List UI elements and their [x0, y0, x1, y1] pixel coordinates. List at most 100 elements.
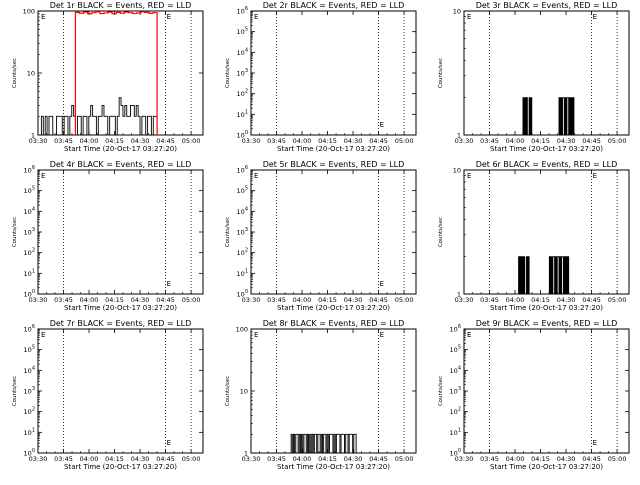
- y-tick-label: 10: [453, 167, 461, 175]
- y-tick-label: 105: [24, 186, 35, 196]
- x-tick-label: 04:30: [557, 137, 576, 145]
- y-tick-exponent: 0: [245, 130, 248, 136]
- x-tick-label: 04:00: [80, 455, 99, 463]
- x-tick-label: 05:00: [182, 137, 201, 145]
- x-tick-label: 03:45: [267, 455, 286, 463]
- plot-frame: [250, 328, 417, 454]
- y-tick-exponent: 3: [245, 227, 248, 233]
- y-tick-exponent: 3: [458, 386, 461, 392]
- chart-panel-3: Det 3r BLACK = Events, RED = LLD 03:30 03:…: [438, 1, 630, 153]
- x-tick-label: 04:15: [318, 296, 337, 304]
- plot-frame: [463, 10, 630, 136]
- x-tick-label: 04:30: [557, 296, 576, 304]
- x-tick-label: 03:45: [267, 296, 286, 304]
- y-tick-label: 104: [237, 47, 248, 57]
- series-events-line: [271, 433, 371, 454]
- y-tick-label: 106: [237, 6, 248, 16]
- y-tick-label: 100: [450, 448, 461, 458]
- y-tick-label: 100: [24, 448, 35, 458]
- x-axis-label: Start Time (20-Oct-17 03:27:20): [490, 145, 603, 153]
- x-tick-label: 04:45: [156, 137, 175, 145]
- x-tick-label: 04:15: [318, 137, 337, 145]
- x-tick-label: 04:00: [506, 455, 525, 463]
- chart-title: Det 7r BLACK = Events, RED = LLD: [50, 319, 192, 328]
- y-tick-label: 1: [244, 450, 248, 458]
- x-axis-label: Start Time (20-Oct-17 03:27:20): [277, 463, 390, 471]
- series-events-line: [40, 97, 158, 136]
- x-tick-label: 03:45: [480, 296, 499, 304]
- x-tick-label: 05:00: [182, 455, 201, 463]
- y-tick-label: 101: [237, 109, 248, 119]
- chart-title: Det 8r BLACK = Events, RED = LLD: [263, 319, 405, 328]
- x-tick-label: 04:00: [80, 296, 99, 304]
- y-axis-label: Counts/sec: [438, 376, 444, 406]
- y-tick-exponent: 1: [32, 427, 35, 433]
- x-tick-label: 05:00: [608, 137, 627, 145]
- event-marker-glyph: E: [380, 331, 384, 339]
- x-tick-label: 05:00: [608, 296, 627, 304]
- y-tick-exponent: 2: [245, 89, 248, 95]
- y-tick-label: 101: [237, 268, 248, 278]
- event-marker-glyph: E: [167, 439, 171, 447]
- y-tick-exponent: 4: [458, 365, 461, 371]
- y-tick-label: 102: [237, 248, 248, 258]
- y-tick-exponent: 4: [32, 365, 35, 371]
- x-tick-label: 04:30: [131, 455, 150, 463]
- y-tick-exponent: 2: [32, 407, 35, 413]
- y-tick-label: 101: [24, 268, 35, 278]
- x-tick-label: 04:45: [369, 455, 388, 463]
- chart-panel-7: Det 7r BLACK = Events, RED = LLD 03:30 03:…: [12, 319, 204, 471]
- chart-title: Det 5r BLACK = Events, RED = LLD: [263, 160, 405, 169]
- y-tick-exponent: 3: [32, 386, 35, 392]
- series-lld-line: [74, 11, 158, 135]
- chart-title: Det 4r BLACK = Events, RED = LLD: [50, 160, 192, 169]
- y-tick-label: 105: [450, 345, 461, 355]
- y-tick-exponent: 2: [32, 248, 35, 254]
- y-tick-label: 104: [450, 365, 461, 375]
- x-axis-label: Start Time (20-Oct-17 03:27:20): [490, 304, 603, 312]
- event-marker-glyph: E: [167, 280, 171, 288]
- y-tick-exponent: 6: [245, 6, 248, 12]
- plot-frame: [37, 10, 204, 136]
- y-axis-label: Counts/sec: [225, 217, 231, 247]
- plot-frame: [250, 10, 417, 136]
- x-tick-label: 03:30: [455, 296, 474, 304]
- x-tick-label: 04:45: [156, 455, 175, 463]
- y-tick-exponent: 5: [32, 186, 35, 192]
- y-tick-label: 100: [24, 289, 35, 299]
- event-marker-glyph: E: [254, 331, 258, 339]
- y-tick-exponent: 4: [245, 47, 248, 53]
- chart-panel-6: Det 6r BLACK = Events, RED = LLD 03:30 03:…: [438, 160, 630, 312]
- x-tick-label: 04:00: [293, 455, 312, 463]
- y-tick-label: 100: [237, 130, 248, 140]
- x-tick-label: 05:00: [395, 137, 414, 145]
- y-tick-exponent: 2: [245, 248, 248, 254]
- y-tick-label: 105: [237, 27, 248, 37]
- chart-panel-2: Det 2r BLACK = Events, RED = LLD 03:30 03:…: [225, 1, 417, 153]
- chart-panel-4: Det 4r BLACK = Events, RED = LLD 03:30 03:…: [12, 160, 204, 312]
- x-tick-label: 04:15: [318, 455, 337, 463]
- x-tick-label: 05:00: [395, 455, 414, 463]
- event-marker-glyph: E: [41, 13, 45, 21]
- y-tick-label: 106: [24, 165, 35, 175]
- y-tick-exponent: 5: [245, 27, 248, 33]
- x-axis-label: Start Time (20-Oct-17 03:27:20): [277, 304, 390, 312]
- y-tick-exponent: 1: [32, 268, 35, 274]
- y-axis-label: Counts/sec: [12, 376, 18, 406]
- x-tick-label: 03:30: [242, 455, 261, 463]
- y-tick-label: 1: [457, 132, 461, 140]
- y-tick-exponent: 0: [32, 448, 35, 454]
- x-tick-label: 04:45: [156, 296, 175, 304]
- x-tick-label: 04:45: [369, 296, 388, 304]
- x-tick-label: 05:00: [395, 296, 414, 304]
- y-tick-exponent: 6: [32, 165, 35, 171]
- y-tick-label: 102: [237, 89, 248, 99]
- x-tick-label: 04:45: [582, 137, 601, 145]
- x-tick-label: 04:15: [531, 296, 550, 304]
- x-tick-label: 04:00: [506, 137, 525, 145]
- y-axis-label: Counts/sec: [438, 217, 444, 247]
- x-tick-label: 04:15: [105, 296, 124, 304]
- plot-frame: [250, 169, 417, 295]
- y-tick-label: 105: [24, 345, 35, 355]
